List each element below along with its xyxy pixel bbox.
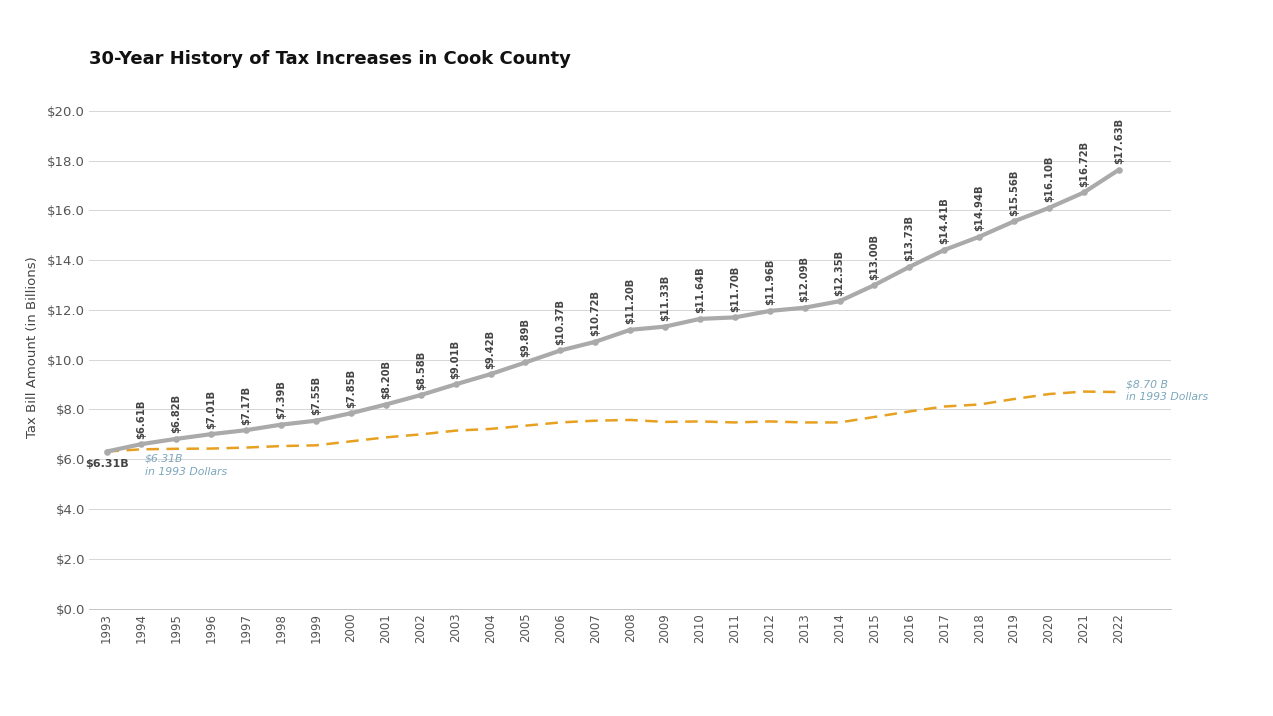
Text: $6.61B: $6.61B	[136, 400, 146, 439]
Point	[864, 279, 885, 291]
Point	[236, 425, 256, 436]
Point	[760, 305, 780, 316]
Text: $11.96B: $11.96B	[765, 259, 775, 306]
Text: $8.20B: $8.20B	[381, 360, 391, 399]
Point	[516, 357, 536, 368]
Point	[934, 244, 955, 256]
Text: $6.82B: $6.82B	[172, 395, 181, 433]
Text: $13.73B: $13.73B	[904, 216, 914, 261]
Point	[410, 390, 430, 401]
Text: $14.41B: $14.41B	[939, 198, 950, 244]
Point	[376, 399, 396, 410]
Text: $8.58B: $8.58B	[416, 350, 425, 390]
Text: $11.70B: $11.70B	[729, 266, 740, 312]
Text: $12.09B: $12.09B	[799, 256, 810, 302]
Text: $7.17B: $7.17B	[241, 385, 251, 425]
Point	[690, 313, 710, 324]
Text: $7.55B: $7.55B	[311, 376, 321, 415]
Text: $6.31B: $6.31B	[85, 458, 129, 468]
Text: $17.63B: $17.63B	[1114, 118, 1124, 164]
Text: $9.89B: $9.89B	[521, 318, 531, 357]
Point	[167, 433, 187, 445]
Text: $7.39B: $7.39B	[276, 380, 286, 419]
Point	[306, 415, 326, 427]
Text: $11.20B: $11.20B	[625, 278, 635, 324]
Point	[1039, 202, 1059, 213]
Text: $11.64B: $11.64B	[695, 267, 705, 314]
Point	[654, 321, 675, 332]
Point	[620, 324, 640, 336]
Point	[586, 336, 606, 347]
Text: $10.37B: $10.37B	[555, 299, 565, 345]
Text: $11.33B: $11.33B	[659, 275, 670, 321]
Point	[830, 296, 850, 307]
Text: $16.10B: $16.10B	[1044, 156, 1054, 203]
Point	[341, 407, 362, 419]
Text: $13.00B: $13.00B	[869, 233, 880, 279]
Point	[97, 446, 117, 458]
Text: $15.56B: $15.56B	[1009, 170, 1020, 216]
Point	[480, 369, 500, 380]
Text: $12.35B: $12.35B	[835, 250, 844, 296]
Point	[131, 438, 151, 450]
Text: $8.70 B
in 1993 Dollars: $8.70 B in 1993 Dollars	[1125, 379, 1208, 402]
Text: $7.01B: $7.01B	[206, 390, 216, 429]
Text: $7.85B: $7.85B	[346, 369, 356, 407]
Point	[550, 345, 570, 357]
Y-axis label: Tax Bill Amount (in Billions): Tax Bill Amount (in Billions)	[25, 256, 38, 438]
Text: $10.72B: $10.72B	[591, 290, 601, 337]
Text: $9.42B: $9.42B	[485, 329, 495, 369]
Text: $6.31B
in 1993 Dollars: $6.31B in 1993 Dollars	[145, 453, 227, 477]
Point	[446, 379, 466, 390]
Point	[201, 428, 222, 440]
Point	[724, 311, 745, 323]
Point	[899, 261, 919, 273]
Point	[1073, 187, 1094, 198]
Point	[969, 231, 989, 243]
Point	[1004, 216, 1025, 227]
Text: $14.94B: $14.94B	[974, 185, 984, 231]
Text: 30-Year History of Tax Increases in Cook County: 30-Year History of Tax Increases in Cook…	[89, 50, 572, 68]
Text: $9.01B: $9.01B	[451, 340, 461, 379]
Point	[1109, 164, 1129, 175]
Text: $16.72B: $16.72B	[1080, 141, 1088, 187]
Point	[794, 302, 815, 314]
Point	[271, 419, 292, 430]
